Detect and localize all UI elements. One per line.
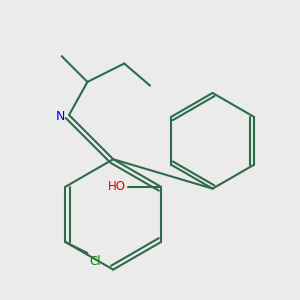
Text: HO: HO: [108, 180, 126, 193]
Text: Cl: Cl: [89, 255, 101, 268]
Text: N: N: [56, 110, 65, 123]
